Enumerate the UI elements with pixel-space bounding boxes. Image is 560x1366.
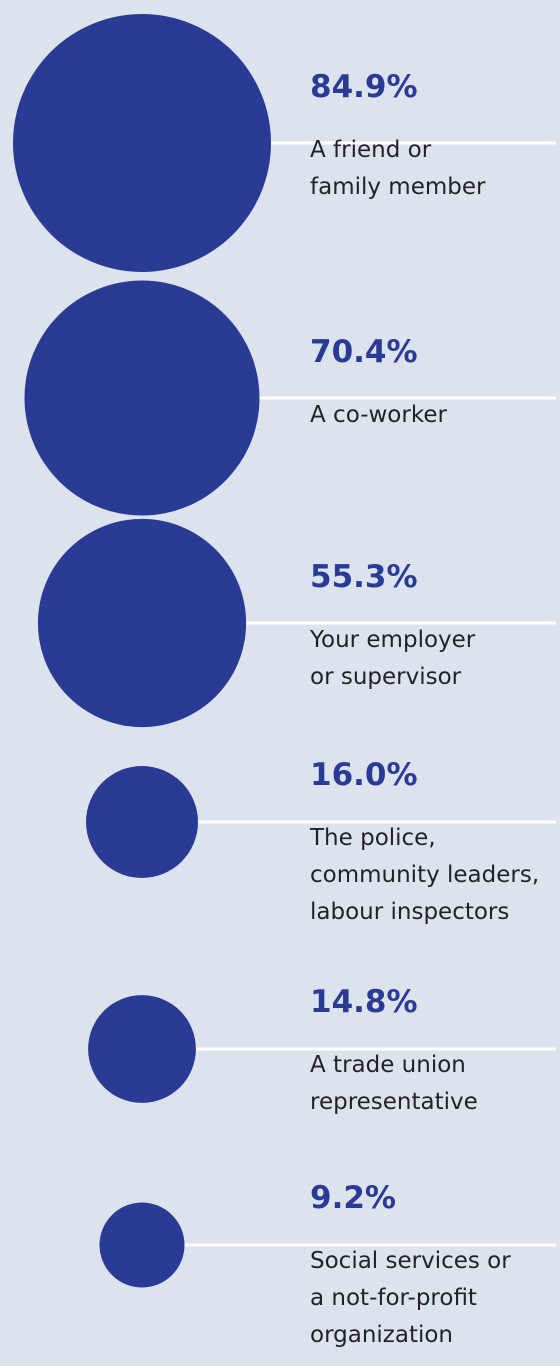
bubble-label-group: 9.2% Social services or a not-for-profit … <box>310 1180 560 1354</box>
category-label: A trade union representative <box>310 1052 478 1115</box>
bubble <box>99 1202 185 1288</box>
value-label: 70.4% <box>310 334 418 370</box>
bubble <box>37 518 247 728</box>
value-label: 16.0% <box>310 757 418 793</box>
bubble <box>13 14 271 272</box>
value-label: 14.8% <box>310 984 418 1020</box>
value-label: 84.9% <box>310 69 418 105</box>
value-label: 55.3% <box>310 559 418 595</box>
category-label: Social services or a not-for-profit orga… <box>310 1248 511 1348</box>
bubble <box>88 995 196 1103</box>
bubble-label-group: 55.3% Your employer or supervisor <box>310 559 560 696</box>
bubble-label-group: 70.4% A co-worker <box>310 334 560 434</box>
bubble <box>24 280 260 516</box>
category-label: A friend or family member <box>310 137 486 200</box>
category-label: A co-worker <box>310 402 447 428</box>
category-label: The police, community leaders, labour in… <box>310 825 540 925</box>
bubble-label-group: 16.0% The police, community leaders, labo… <box>310 757 560 931</box>
bubble-label-group: 14.8% A trade union representative <box>310 984 560 1121</box>
bubble-label-group: 84.9% A friend or family member <box>310 69 560 206</box>
category-label: Your employer or supervisor <box>310 627 476 690</box>
value-label: 9.2% <box>310 1180 396 1216</box>
bubble <box>86 766 198 878</box>
